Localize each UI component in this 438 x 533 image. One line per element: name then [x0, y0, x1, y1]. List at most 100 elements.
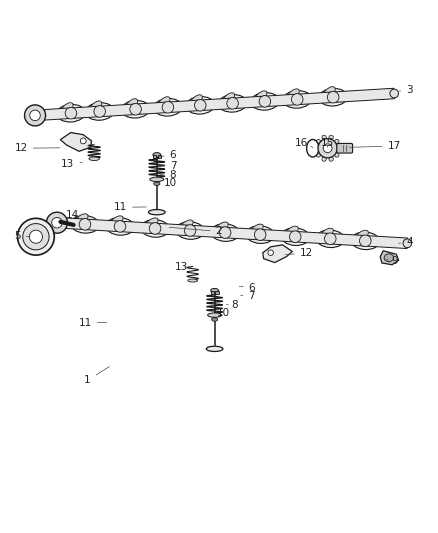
- Ellipse shape: [190, 95, 202, 107]
- Ellipse shape: [355, 230, 368, 241]
- Circle shape: [23, 223, 49, 250]
- Text: 7: 7: [240, 291, 255, 301]
- Ellipse shape: [186, 96, 215, 114]
- Text: 7: 7: [160, 161, 177, 171]
- Ellipse shape: [60, 103, 73, 115]
- Ellipse shape: [154, 99, 182, 116]
- Text: 8: 8: [160, 171, 177, 180]
- Circle shape: [259, 95, 271, 107]
- Text: 6: 6: [159, 150, 177, 160]
- Circle shape: [18, 219, 54, 255]
- FancyBboxPatch shape: [153, 155, 156, 158]
- FancyBboxPatch shape: [158, 155, 161, 158]
- Ellipse shape: [250, 224, 263, 236]
- Ellipse shape: [307, 140, 319, 157]
- Circle shape: [322, 135, 326, 140]
- Ellipse shape: [254, 91, 267, 103]
- Circle shape: [25, 105, 46, 126]
- Circle shape: [254, 229, 266, 240]
- Ellipse shape: [57, 104, 85, 122]
- Circle shape: [335, 139, 339, 144]
- Circle shape: [360, 235, 371, 247]
- Text: 13: 13: [175, 262, 188, 272]
- Circle shape: [29, 230, 42, 243]
- Ellipse shape: [206, 346, 223, 351]
- Ellipse shape: [285, 226, 298, 237]
- Ellipse shape: [212, 318, 218, 321]
- Circle shape: [337, 146, 341, 150]
- Text: 16: 16: [295, 138, 313, 148]
- Ellipse shape: [110, 216, 123, 227]
- Circle shape: [325, 233, 336, 245]
- Circle shape: [219, 227, 231, 238]
- Text: 11: 11: [114, 203, 146, 212]
- Circle shape: [329, 135, 333, 140]
- Circle shape: [80, 138, 86, 144]
- Ellipse shape: [148, 209, 165, 215]
- Text: 11: 11: [79, 318, 107, 328]
- Ellipse shape: [176, 222, 204, 239]
- Ellipse shape: [323, 87, 335, 99]
- Text: 12: 12: [285, 248, 313, 259]
- Circle shape: [322, 157, 326, 161]
- Ellipse shape: [319, 88, 347, 106]
- Ellipse shape: [85, 103, 114, 120]
- Text: 13: 13: [61, 159, 82, 168]
- Text: 9: 9: [386, 256, 398, 266]
- Circle shape: [329, 157, 333, 161]
- Ellipse shape: [157, 96, 170, 109]
- Circle shape: [65, 108, 77, 119]
- Circle shape: [194, 100, 206, 111]
- Ellipse shape: [121, 101, 150, 118]
- Ellipse shape: [141, 220, 169, 237]
- Circle shape: [335, 153, 339, 157]
- Circle shape: [291, 94, 303, 105]
- Ellipse shape: [150, 177, 164, 182]
- Ellipse shape: [219, 94, 247, 112]
- Text: 6: 6: [239, 282, 255, 293]
- FancyBboxPatch shape: [211, 290, 214, 294]
- Ellipse shape: [320, 228, 333, 239]
- Text: 12: 12: [14, 143, 60, 154]
- Polygon shape: [60, 133, 92, 151]
- Circle shape: [316, 139, 321, 144]
- Ellipse shape: [390, 89, 399, 98]
- Text: 14: 14: [66, 210, 79, 220]
- Ellipse shape: [188, 279, 198, 282]
- Text: 17: 17: [350, 141, 401, 151]
- Circle shape: [94, 106, 106, 117]
- Ellipse shape: [384, 254, 394, 262]
- Ellipse shape: [246, 226, 274, 244]
- Circle shape: [318, 139, 337, 158]
- Ellipse shape: [211, 224, 239, 241]
- Text: 3: 3: [399, 85, 413, 95]
- Circle shape: [30, 110, 40, 120]
- Ellipse shape: [154, 182, 160, 185]
- Ellipse shape: [89, 101, 102, 113]
- FancyBboxPatch shape: [337, 143, 353, 153]
- Circle shape: [327, 92, 339, 103]
- Polygon shape: [57, 217, 408, 248]
- Circle shape: [130, 103, 141, 115]
- Circle shape: [162, 101, 174, 113]
- Text: 10: 10: [158, 178, 177, 188]
- Circle shape: [227, 98, 238, 109]
- Ellipse shape: [89, 157, 99, 160]
- Text: 5: 5: [14, 231, 30, 241]
- Polygon shape: [263, 245, 293, 263]
- Text: 4: 4: [399, 237, 413, 247]
- Ellipse shape: [180, 220, 193, 231]
- Ellipse shape: [283, 91, 311, 108]
- Ellipse shape: [281, 228, 309, 246]
- Text: 15: 15: [321, 138, 334, 148]
- Circle shape: [52, 217, 62, 228]
- FancyBboxPatch shape: [215, 290, 219, 294]
- Ellipse shape: [222, 93, 235, 105]
- Circle shape: [290, 231, 301, 243]
- Ellipse shape: [215, 222, 228, 233]
- Circle shape: [114, 221, 126, 232]
- Circle shape: [316, 153, 321, 157]
- Ellipse shape: [208, 313, 222, 317]
- Ellipse shape: [351, 232, 379, 249]
- Circle shape: [184, 225, 196, 236]
